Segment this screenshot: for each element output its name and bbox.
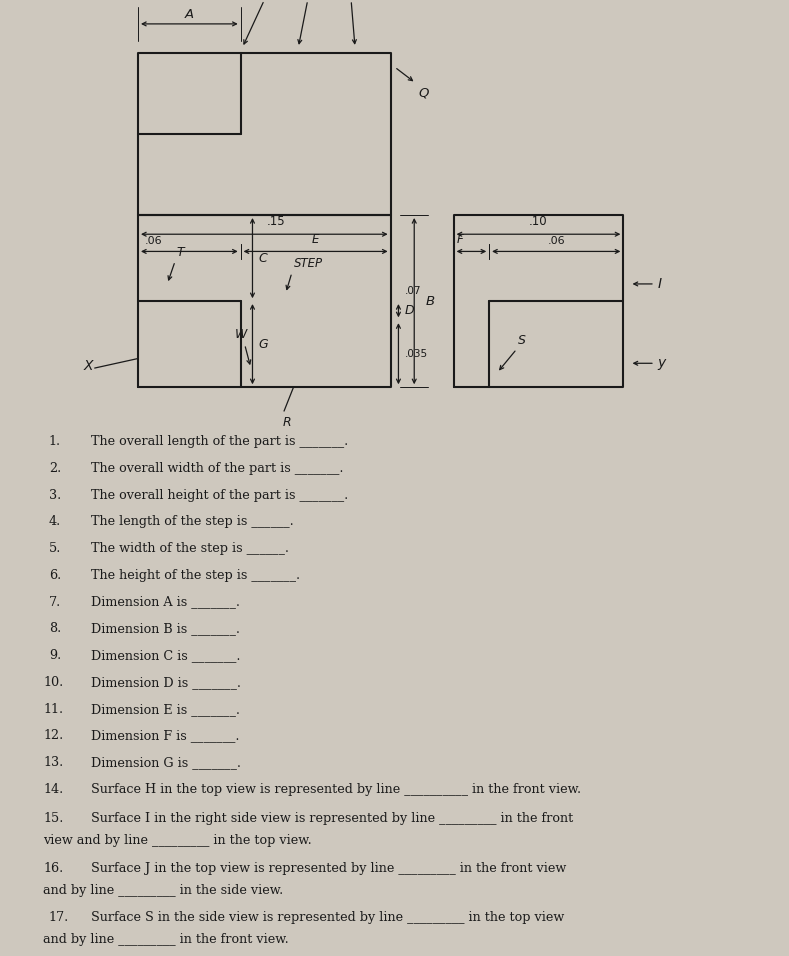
Text: Dimension G is _______.: Dimension G is _______. (91, 756, 241, 770)
Text: E: E (312, 232, 320, 246)
Text: Dimension E is _______.: Dimension E is _______. (91, 703, 240, 716)
Text: 12.: 12. (43, 729, 64, 743)
Text: X: X (84, 359, 93, 373)
Text: C: C (259, 251, 267, 265)
Text: .06: .06 (548, 236, 565, 246)
Text: D: D (405, 304, 414, 317)
Text: view and by line _________ in the top view.: view and by line _________ in the top vi… (43, 835, 312, 847)
Text: T: T (177, 246, 185, 259)
Text: Dimension C is _______.: Dimension C is _______. (91, 649, 240, 663)
Text: 4.: 4. (49, 515, 62, 529)
Text: and by line _________ in the side view.: and by line _________ in the side view. (43, 884, 283, 897)
Text: 13.: 13. (43, 756, 64, 770)
Text: Surface S in the side view is represented by line _________ in the top view: Surface S in the side view is represente… (91, 911, 564, 924)
Text: Dimension B is _______.: Dimension B is _______. (91, 622, 240, 636)
Text: W: W (235, 328, 248, 341)
Text: 11.: 11. (43, 703, 64, 716)
Text: B: B (426, 294, 436, 308)
Text: .06: .06 (144, 236, 162, 246)
Text: 2.: 2. (49, 462, 62, 475)
Text: .035: .035 (405, 349, 428, 358)
Text: 14.: 14. (43, 783, 64, 796)
Text: The overall length of the part is _______.: The overall length of the part is ______… (91, 435, 348, 448)
Text: .10: .10 (529, 214, 548, 228)
Text: Surface I in the right side view is represented by line _________ in the front: Surface I in the right side view is repr… (91, 813, 573, 825)
Text: 7.: 7. (49, 596, 62, 609)
Text: The width of the step is ______.: The width of the step is ______. (91, 542, 289, 555)
Text: The length of the step is ______.: The length of the step is ______. (91, 515, 294, 529)
Text: R: R (282, 416, 291, 429)
Text: Dimension F is _______.: Dimension F is _______. (91, 729, 239, 743)
Text: 6.: 6. (49, 569, 62, 582)
Text: G: G (259, 337, 268, 351)
Text: S: S (518, 334, 526, 347)
Text: 5.: 5. (49, 542, 62, 555)
Text: 3.: 3. (49, 489, 62, 502)
Text: Dimension A is _______.: Dimension A is _______. (91, 596, 240, 609)
Text: 10.: 10. (43, 676, 64, 689)
Text: The height of the step is _______.: The height of the step is _______. (91, 569, 300, 582)
Text: Surface J in the top view is represented by line _________ in the front view: Surface J in the top view is represented… (91, 862, 566, 875)
Text: 17.: 17. (49, 911, 69, 924)
Text: y: y (657, 357, 665, 370)
Text: Q: Q (418, 86, 428, 99)
Text: The overall width of the part is _______.: The overall width of the part is _______… (91, 462, 343, 475)
Text: .15: .15 (267, 214, 286, 228)
Text: 16.: 16. (43, 862, 64, 875)
Text: 8.: 8. (49, 622, 62, 636)
Text: Surface H in the top view is represented by line __________ in the front view.: Surface H in the top view is represented… (91, 783, 581, 796)
Text: STEP: STEP (294, 256, 323, 270)
Text: Dimension D is _______.: Dimension D is _______. (91, 676, 241, 689)
Text: I: I (657, 277, 661, 291)
Text: A: A (185, 8, 194, 21)
Text: .07: .07 (405, 287, 421, 296)
Text: 15.: 15. (43, 813, 64, 825)
Text: F: F (457, 232, 464, 246)
Text: 9.: 9. (49, 649, 62, 663)
Text: 1.: 1. (49, 435, 61, 448)
Text: The overall height of the part is _______.: The overall height of the part is ______… (91, 489, 348, 502)
Text: and by line _________ in the front view.: and by line _________ in the front view. (43, 933, 289, 946)
